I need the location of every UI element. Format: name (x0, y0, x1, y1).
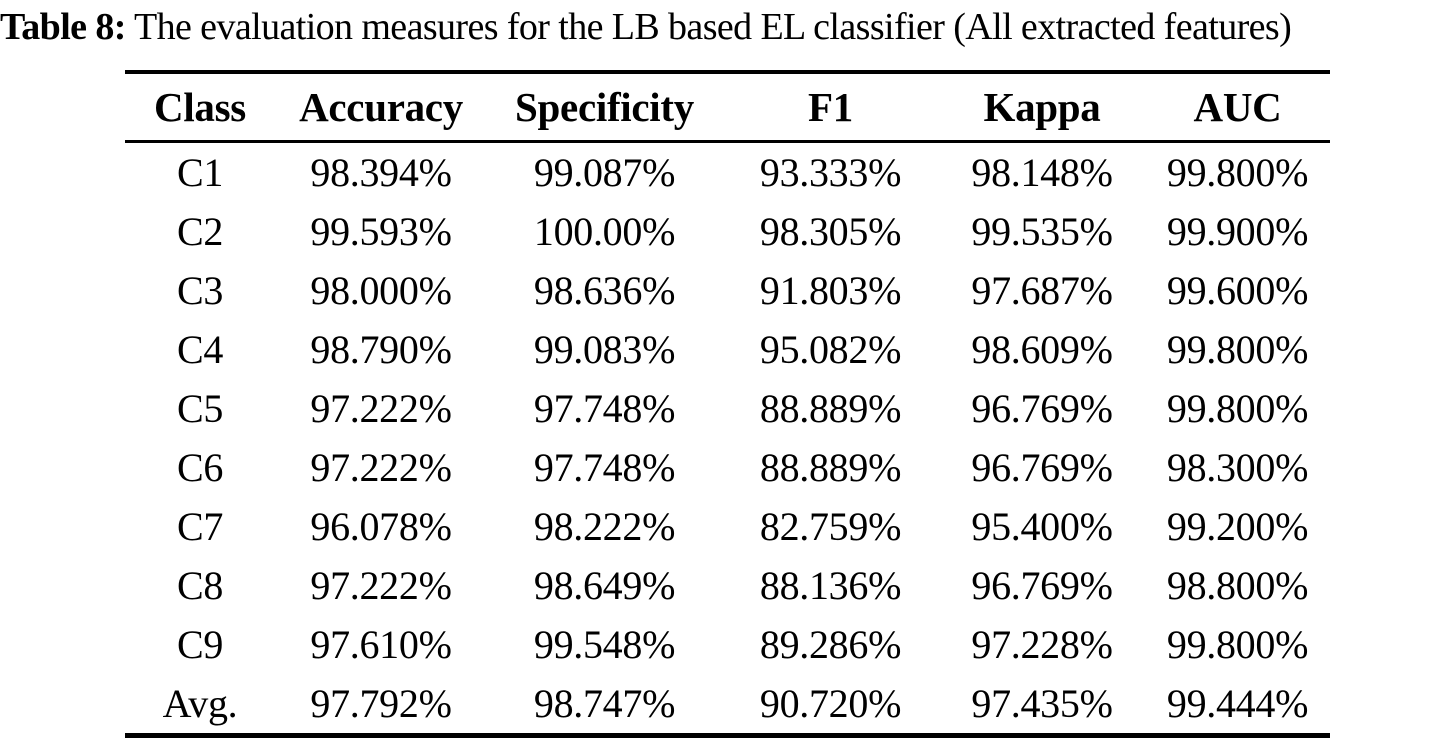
kappa-cell: 98.148% (971, 150, 1113, 195)
table-row: C4 98.790% 99.083% 95.082% 98.609% 99.80… (125, 320, 1330, 379)
class-cell: C9 (176, 622, 224, 667)
f1-cell: 90.720% (759, 681, 902, 726)
accuracy-cell: 97.792% (310, 681, 452, 726)
table-row: C7 96.078% 98.222% 82.759% 95.400% 99.20… (125, 497, 1330, 556)
table-row: C9 97.610% 99.548% 89.286% 97.228% 99.80… (125, 615, 1330, 674)
specificity-cell: 98.649% (533, 563, 676, 608)
accuracy-cell: 97.222% (310, 563, 452, 608)
table-caption-text: The evaluation measures for the LB based… (134, 6, 1292, 48)
table-row: C8 97.222% 98.649% 88.136% 96.769% 98.80… (125, 556, 1330, 615)
auc-cell: 99.600% (1166, 268, 1309, 313)
f1-cell: 95.082% (759, 327, 902, 372)
column-header-specificity: Specificity (487, 72, 722, 143)
auc-cell: 99.800% (1166, 150, 1309, 195)
class-cell: C7 (176, 504, 224, 549)
specificity-cell: 98.636% (533, 268, 676, 313)
accuracy-cell: 98.000% (310, 268, 452, 313)
accuracy-cell: 97.222% (310, 445, 452, 490)
table-caption-label: Table 8: (0, 6, 126, 48)
f1-cell: 91.803% (759, 268, 902, 313)
f1-cell: 82.759% (759, 504, 902, 549)
class-cell: C3 (176, 268, 224, 313)
table-row: C6 97.222% 97.748% 88.889% 96.769% 98.30… (125, 438, 1330, 497)
results-table: Class Accuracy Specificity F1 Kappa AUC … (125, 70, 1330, 738)
specificity-cell: 97.748% (533, 445, 676, 490)
f1-cell: 89.286% (759, 622, 902, 667)
class-cell: C2 (176, 209, 224, 254)
accuracy-cell: 98.790% (310, 327, 452, 372)
accuracy-cell: 96.078% (310, 504, 452, 549)
f1-cell: 93.333% (759, 150, 902, 195)
kappa-cell: 96.769% (971, 445, 1113, 490)
auc-cell: 99.800% (1166, 622, 1309, 667)
class-cell: C1 (176, 150, 224, 195)
accuracy-cell: 97.222% (310, 386, 452, 431)
table-row: C2 99.593% 100.00% 98.305% 99.535% 99.90… (125, 202, 1330, 261)
column-header-f1: F1 (722, 72, 939, 143)
f1-cell: 88.889% (759, 386, 902, 431)
specificity-cell: 98.747% (533, 681, 676, 726)
table-container: Class Accuracy Specificity F1 Kappa AUC … (125, 70, 1330, 738)
f1-cell: 88.136% (759, 563, 902, 608)
class-cell: C8 (176, 563, 224, 608)
column-header-accuracy: Accuracy (275, 72, 487, 143)
auc-cell: 99.444% (1166, 681, 1309, 726)
kappa-cell: 97.687% (971, 268, 1113, 313)
auc-cell: 99.900% (1166, 209, 1309, 254)
kappa-cell: 98.609% (971, 327, 1113, 372)
column-header-class: Class (125, 72, 275, 143)
specificity-cell: 100.00% (533, 209, 676, 254)
kappa-cell: 97.228% (971, 622, 1113, 667)
class-cell: C5 (176, 386, 224, 431)
kappa-cell: 95.400% (971, 504, 1113, 549)
f1-cell: 88.889% (759, 445, 902, 490)
table-row: C5 97.222% 97.748% 88.889% 96.769% 99.80… (125, 379, 1330, 438)
class-cell: C6 (176, 445, 224, 490)
kappa-cell: 99.535% (971, 209, 1113, 254)
kappa-cell: 96.769% (971, 386, 1113, 431)
specificity-cell: 99.087% (533, 150, 676, 195)
specificity-cell: 99.548% (533, 622, 676, 667)
kappa-cell: 96.769% (971, 563, 1113, 608)
auc-cell: 98.800% (1166, 563, 1309, 608)
class-cell: Avg. (162, 681, 238, 726)
table-row: C3 98.000% 98.636% 91.803% 97.687% 99.60… (125, 261, 1330, 320)
auc-cell: 98.300% (1166, 445, 1309, 490)
auc-cell: 99.200% (1166, 504, 1309, 549)
auc-cell: 99.800% (1166, 327, 1309, 372)
column-header-kappa: Kappa (939, 72, 1145, 143)
f1-cell: 98.305% (759, 209, 902, 254)
specificity-cell: 99.083% (533, 327, 676, 372)
table-row: Avg. 97.792% 98.747% 90.720% 97.435% 99.… (125, 674, 1330, 736)
table-caption: Table 8: The evaluation measures for the… (0, 4, 1443, 52)
auc-cell: 99.800% (1166, 386, 1309, 431)
specificity-cell: 97.748% (533, 386, 676, 431)
header-row: Class Accuracy Specificity F1 Kappa AUC (125, 72, 1330, 143)
kappa-cell: 97.435% (971, 681, 1113, 726)
column-header-auc: AUC (1145, 72, 1330, 143)
accuracy-cell: 99.593% (310, 209, 452, 254)
accuracy-cell: 98.394% (310, 150, 452, 195)
accuracy-cell: 97.610% (310, 622, 452, 667)
table-body: C1 98.394% 99.087% 93.333% 98.148% 99.80… (125, 142, 1330, 736)
table-row: C1 98.394% 99.087% 93.333% 98.148% 99.80… (125, 142, 1330, 203)
class-cell: C4 (176, 327, 224, 372)
specificity-cell: 98.222% (533, 504, 676, 549)
